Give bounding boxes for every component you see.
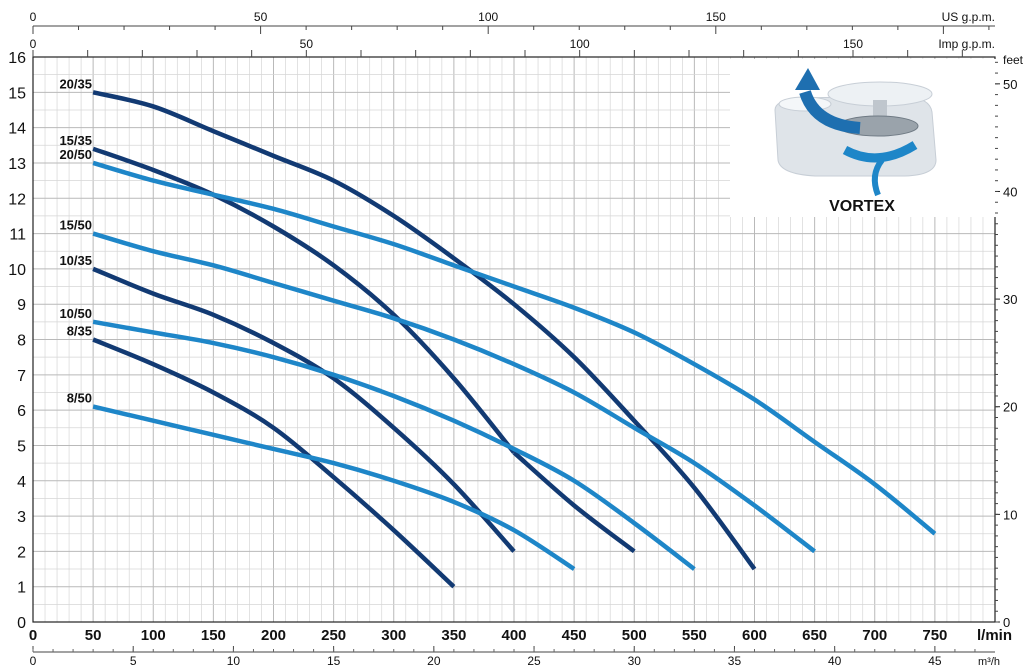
imp-gpm-tick-label: 0	[30, 37, 37, 51]
x-tick-label: 0	[29, 627, 37, 644]
imp-gpm-tick-label: 150	[843, 37, 863, 51]
x-tick-label: 200	[261, 627, 286, 644]
m3h-tick-label: 45	[928, 654, 942, 668]
m3h-tick-label: 10	[227, 654, 241, 668]
m3h-unit: m³/h	[978, 656, 1000, 668]
curve-label-20-50: 20/50	[59, 147, 92, 162]
m3h-tick-label: 5	[130, 654, 137, 668]
y-tick-label: 12	[8, 191, 26, 208]
us-gpm-unit: US g.p.m.	[942, 10, 995, 24]
us-gpm-tick-label: 50	[254, 10, 268, 24]
x-tick-label: 250	[321, 627, 346, 644]
feet-unit: feet	[1003, 53, 1024, 67]
curves-layer	[92, 90, 937, 589]
curve-15-50	[92, 231, 816, 554]
curve-15-35	[92, 146, 516, 454]
curve-label-15-35: 15/35	[59, 133, 92, 148]
y-tick-label: 0	[17, 615, 26, 632]
plot-border	[32, 56, 996, 623]
x-tick-label: 600	[742, 627, 767, 644]
x-tick-label: 400	[501, 627, 526, 644]
vortex-label: VORTEX	[829, 198, 895, 215]
feet-tick-label: 10	[1003, 507, 1017, 522]
feet-tick-label: 40	[1003, 184, 1017, 199]
feet-tick-label: 0	[1003, 615, 1010, 630]
m3h-tick-label: 20	[427, 654, 441, 668]
y-tick-label: 11	[9, 227, 26, 244]
us-gpm-tick-label: 100	[478, 10, 498, 24]
y-tick-label: 15	[8, 85, 26, 102]
m3h-tick-label: 40	[828, 654, 842, 668]
vortex-inset: VORTEX	[730, 59, 998, 217]
y-tick-label: 4	[17, 474, 26, 491]
x-tick-label: 150	[201, 627, 226, 644]
y-tick-label: 7	[17, 368, 26, 385]
m3h-tick-label: 0	[30, 654, 37, 668]
y-tick-label: 8	[17, 333, 26, 350]
curve-10-35	[92, 266, 516, 553]
x-tick-label: 350	[441, 627, 466, 644]
feet-tick-label: 30	[1003, 292, 1017, 307]
x-tick-label: 300	[381, 627, 406, 644]
feet-tick-label: 20	[1003, 400, 1017, 415]
curve-15-35-end	[512, 450, 636, 554]
curve-10-50	[92, 319, 696, 571]
m3h-tick-label: 35	[728, 654, 742, 668]
y-tick-label: 6	[17, 403, 26, 420]
imp-gpm-unit: Imp g.p.m.	[938, 37, 995, 51]
y-tick-label: 16	[8, 50, 26, 67]
y-tick-label: 9	[17, 297, 26, 314]
m3h-tick-label: 30	[628, 654, 642, 668]
imp-gpm-tick-label: 50	[300, 37, 314, 51]
imp-gpm-tick-label: 100	[570, 37, 590, 51]
us-gpm-tick-label: 0	[30, 10, 37, 24]
x-tick-label: 500	[622, 627, 647, 644]
y-tick-label: 14	[8, 121, 26, 138]
y-tick-label: 5	[17, 438, 26, 455]
y-tick-label: 3	[17, 509, 26, 526]
curve-label-10-50: 10/50	[59, 306, 92, 321]
feet-tick-label: 50	[1003, 77, 1017, 92]
curve-label-20-35: 20/35	[59, 76, 92, 91]
m3h-tick-label: 25	[527, 654, 541, 668]
x-tick-label: 50	[85, 627, 102, 644]
curve-label-8-50: 8/50	[67, 391, 92, 406]
curve-label-8-35: 8/35	[67, 324, 92, 339]
x-tick-label: 450	[562, 627, 587, 644]
us-gpm-tick-label: 150	[706, 10, 726, 24]
x-tick-label: 700	[862, 627, 887, 644]
vortex-impeller-icon	[774, 68, 937, 197]
x-axis-unit: l/min	[977, 627, 1012, 644]
curve-20-35	[92, 90, 757, 571]
x-tick-label: 650	[802, 627, 827, 644]
y-tick-label: 1	[17, 580, 26, 597]
curve-8-50	[92, 404, 576, 571]
curve-20-50	[92, 160, 937, 536]
curve-8-35	[92, 337, 456, 589]
x-tick-label: 550	[682, 627, 707, 644]
curve-label-10-35: 10/35	[59, 253, 92, 268]
curve-label-15-50: 15/50	[59, 218, 92, 233]
y-tick-label: 13	[8, 156, 26, 173]
y-tick-label: 2	[17, 544, 26, 561]
y-tick-label: 10	[8, 262, 26, 279]
x-tick-label: 100	[141, 627, 166, 644]
m3h-tick-label: 15	[327, 654, 341, 668]
x-tick-label: 750	[922, 627, 947, 644]
